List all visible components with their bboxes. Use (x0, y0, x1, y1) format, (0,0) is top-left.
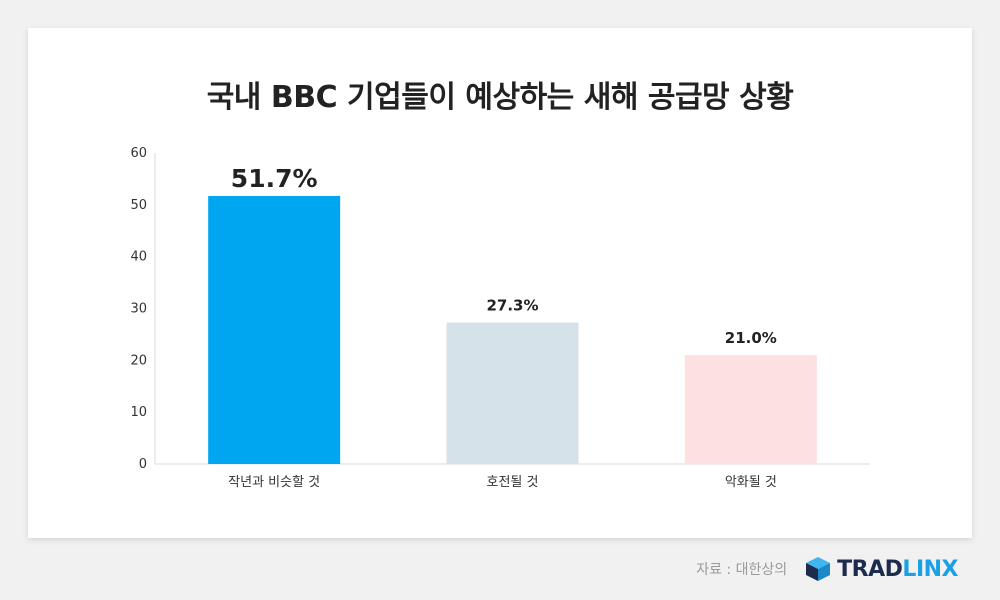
brand-logo: TRADLINX (805, 556, 958, 582)
y-tick-label: 30 (130, 302, 147, 317)
y-tick-label: 20 (130, 353, 147, 368)
bar-value-label: 27.3% (486, 296, 538, 314)
bar (684, 355, 817, 464)
bar-value-label: 21.0% (725, 329, 777, 347)
x-category-label: 호전될 것 (487, 475, 539, 490)
x-category-label: 작년과 비슷할 것 (228, 475, 320, 490)
y-tick-label: 0 (139, 457, 147, 472)
footer: 자료 : 대한상의 TRADLINX (696, 554, 958, 584)
bar (208, 196, 341, 464)
source-text: 자료 : 대한상의 (696, 562, 788, 578)
chart-title: 국내 BBC 기업들이 예상하는 새해 공급망 상황 (206, 80, 794, 115)
y-tick-label: 10 (130, 405, 147, 420)
y-tick-label: 60 (130, 146, 147, 161)
y-tick-label: 40 (130, 250, 147, 265)
bar-value-label: 51.7% (231, 164, 318, 193)
brand-name-left: TRAD (837, 556, 903, 582)
y-tick-label: 50 (130, 198, 147, 213)
x-category-label: 악화될 것 (725, 475, 777, 490)
chart-card: 국내 BBC 기업들이 예상하는 새해 공급망 상황 0 10 20 30 40 50 60… (28, 28, 972, 538)
brand-name-right: LINX (902, 556, 958, 582)
cube-icon (806, 557, 831, 581)
bar (446, 322, 579, 464)
bar-chart: 0 10 20 30 40 50 60 51.7% 작년과 비슷할 것 27.3% 호전될 것 21.… (130, 146, 870, 490)
